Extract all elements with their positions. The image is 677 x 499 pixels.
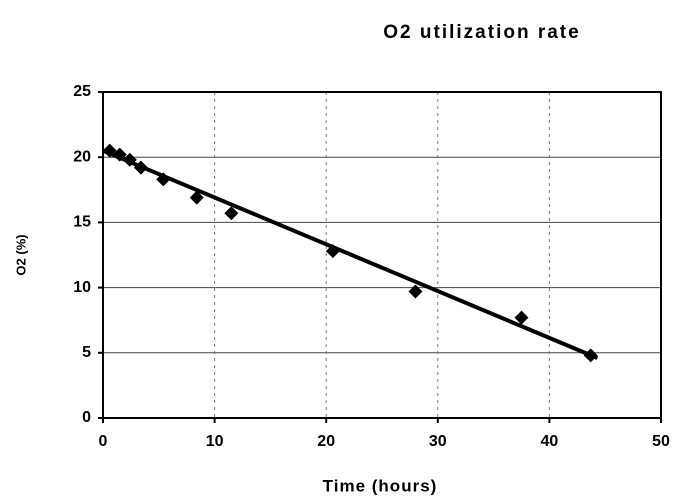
data-point <box>133 160 148 175</box>
data-point <box>156 172 171 187</box>
data-point <box>325 244 340 259</box>
y-tick-label: 15 <box>73 214 91 231</box>
x-tick-label: 30 <box>429 433 447 450</box>
x-tick-label: 20 <box>317 433 335 450</box>
y-tick-label: 25 <box>73 83 91 100</box>
data-point <box>122 152 137 167</box>
y-axis-label: O2 (%) <box>13 234 28 275</box>
y-tick-label: 10 <box>73 279 91 296</box>
data-point <box>583 348 598 363</box>
x-axis-label: Time (hours) <box>323 476 438 495</box>
data-point <box>189 190 204 205</box>
x-tick-label: 10 <box>206 433 224 450</box>
y-tick-label: 20 <box>73 148 91 165</box>
chart-title: O2 utilization rate <box>383 22 580 43</box>
data-point <box>112 147 127 162</box>
plot-frame <box>102 91 662 419</box>
trendline <box>102 148 599 360</box>
data-point <box>408 284 423 299</box>
x-tick-label: 0 <box>99 433 108 450</box>
data-point <box>224 206 239 221</box>
x-tick-label: 40 <box>541 433 559 450</box>
x-tick-label: 50 <box>652 433 670 450</box>
y-tick-label: 5 <box>82 344 91 361</box>
data-point <box>514 310 529 325</box>
y-tick-label: 0 <box>82 409 91 426</box>
